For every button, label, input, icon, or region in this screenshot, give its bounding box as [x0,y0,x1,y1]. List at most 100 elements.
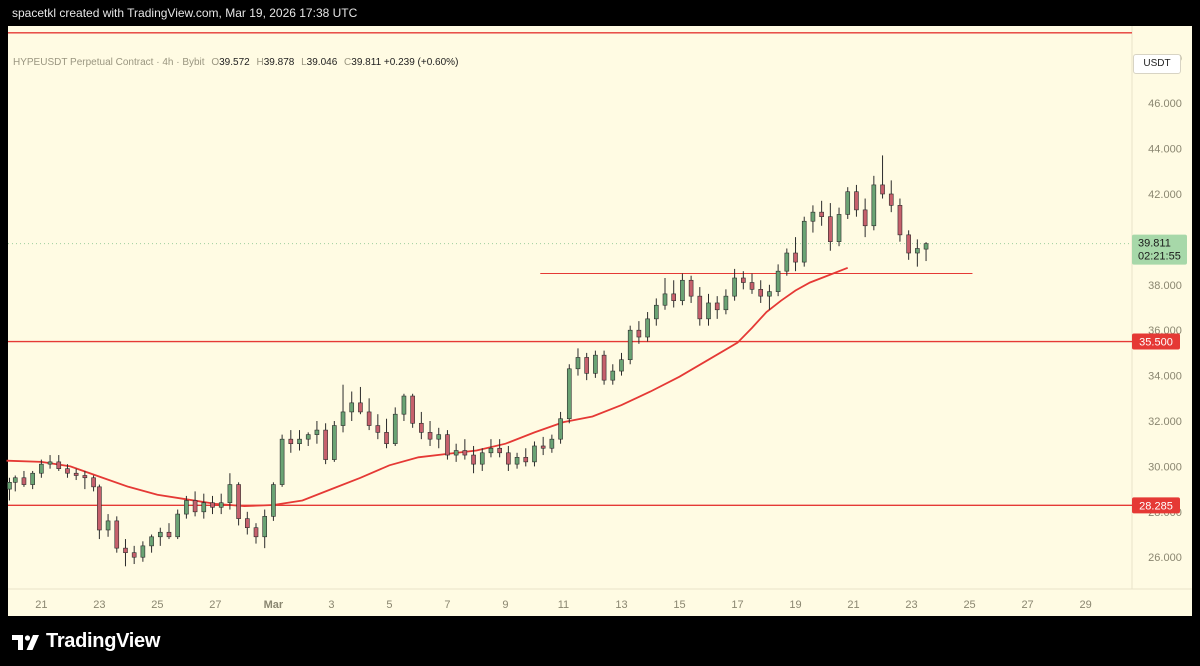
candle-body [297,438,302,445]
candle-body [523,457,529,463]
y-tick-label: 30.000 [1148,461,1182,473]
x-tick-label: 3 [328,599,334,611]
candle-body [323,429,328,460]
x-tick-label: 7 [444,599,450,611]
candle-body [427,432,433,440]
level-badge [1132,497,1180,514]
candle-body [340,411,346,426]
x-tick-label: 25 [151,599,163,611]
x-tick-label: 9 [502,599,508,611]
time-axis-labels: 21 23 25 27 Mar 3 5 7 9 11 13 15 17 19 21 23 25 27 29 [35,599,1091,611]
x-tick-label: 21 [847,599,859,611]
low-value: 39.046 [306,57,338,68]
candle-body [706,302,711,320]
candle-body [332,425,337,460]
last-price-label: 39.811 [1138,238,1171,250]
candle-body [836,214,842,242]
candle-body [166,531,172,538]
candle-body [915,248,920,254]
candle-body [445,434,450,456]
time-axis-background [8,589,1192,616]
x-tick-label: 17 [731,599,743,611]
y-tick-label: 46.000 [1148,98,1182,110]
candle-body [566,368,572,420]
candle-body [645,318,650,338]
symbol-name: HYPEUSDT Perpetual Contract · 4h · Bybit [13,57,205,68]
candle-body [105,520,111,531]
candle-body [253,527,259,538]
candle-body [854,191,859,211]
candle-body [819,211,824,217]
candle-body [767,291,772,297]
tradingview-logo: TradingView [12,630,160,653]
candle-body [714,302,720,311]
x-tick-label: 5 [386,599,392,611]
candle-body [375,425,381,433]
candle-body [828,216,833,242]
top-credit-bar: spacetkl created with TradingView.com, M… [0,0,1200,26]
candle-body [549,438,555,449]
candle-body [697,295,703,320]
y-tick-label: 32.000 [1148,416,1182,428]
candle-body [462,450,468,456]
change-value: +0.239 (+0.60%) [383,57,459,68]
candle-body [30,472,35,485]
candle-body [349,402,355,413]
x-tick-label: 11 [558,599,569,611]
candle-body [784,252,790,272]
candle-body [47,461,53,465]
candle-body [880,184,885,195]
candle-body [906,234,911,254]
candle-body [56,461,62,469]
currency-button[interactable]: USDT [1133,54,1181,74]
candle-body [593,354,598,374]
candle-body [575,357,581,370]
candle-body [262,516,268,538]
low-label: L [301,57,307,68]
candle-body [845,191,851,215]
candle-body [410,395,415,424]
candle-body [601,354,607,381]
moving-average-layer [6,266,849,508]
candle-body [680,279,685,301]
candle-body [923,243,929,250]
candle-body [862,209,868,227]
x-tick-label: 27 [209,599,221,611]
candle-body [497,447,502,454]
horizontal-levels [8,32,1132,507]
candle-body [21,477,27,485]
candle-body [73,472,79,476]
moving-average-line [6,266,849,508]
candle-body [210,502,215,508]
candle-body [758,289,764,297]
x-tick-label: 23 [93,599,105,611]
level-badge-label: 28.285 [1139,500,1173,512]
price-axis-background [1132,26,1192,589]
brand-name: TradingView [46,630,161,652]
candle-body [488,447,494,454]
candle-body [236,484,241,519]
candle-body [723,295,729,311]
candle-body [436,434,442,440]
candle-body [392,413,398,445]
candle-body [419,422,424,433]
candle-body [453,450,459,456]
price-chart[interactable]: 26.00028.00030.00032.00034.00036.00038.0… [0,26,1200,616]
candle-body [810,211,816,222]
candle-body [558,418,563,440]
high-value: 39.878 [263,57,295,68]
candle-body [149,536,154,547]
candle-body [801,220,807,263]
candle-body [7,482,12,490]
chart-area[interactable]: 26.00028.00030.00032.00034.00036.00038.0… [0,26,1200,616]
candle-body [888,193,894,206]
candle-body [384,432,389,445]
close-value: 39.811 [351,57,382,68]
candle-body [540,445,546,449]
tradingview-logo-icon [12,634,39,650]
candle-body [131,552,137,558]
candle-body [897,205,903,236]
candle-body [39,463,44,474]
candle-body [532,445,537,463]
y-tick-label: 38.000 [1148,280,1182,292]
